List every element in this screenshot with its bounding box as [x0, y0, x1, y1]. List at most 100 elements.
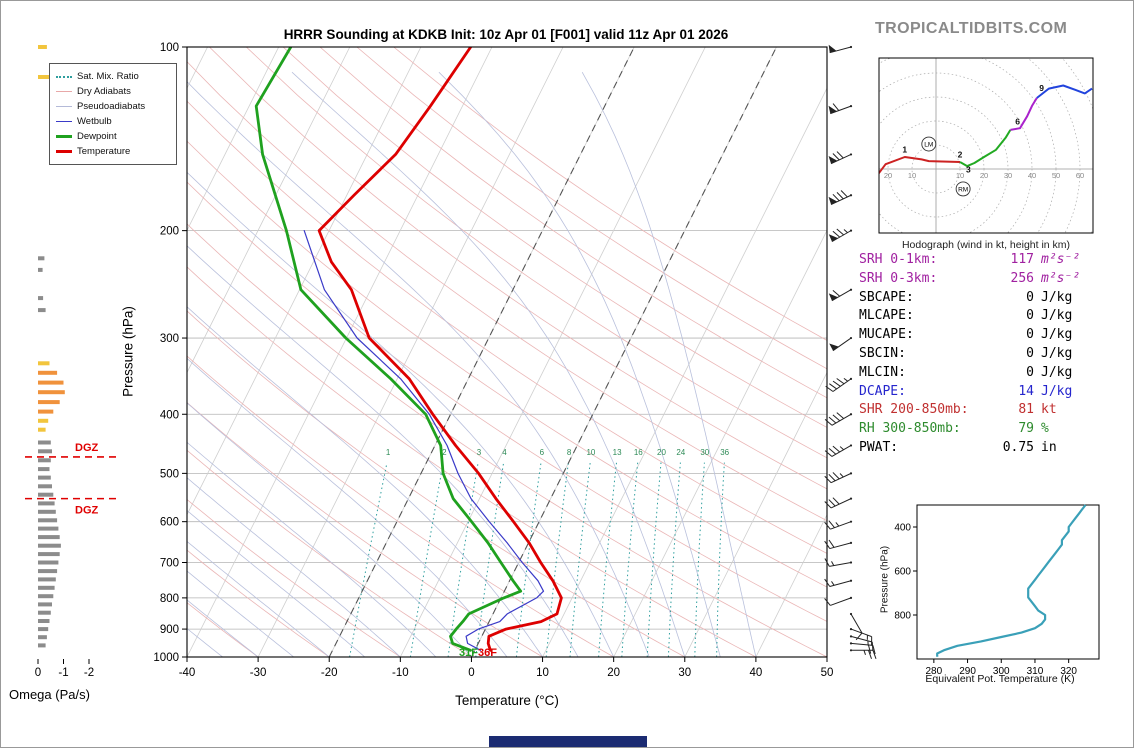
pressure-tick-label: 600: [160, 517, 179, 529]
omega-bar: [38, 361, 50, 366]
omega-bar: [38, 594, 54, 599]
omega-bar: [38, 509, 56, 514]
hodograph-height-label: 6: [1015, 117, 1020, 127]
omega-bar: [38, 484, 52, 489]
omega-bar: [38, 501, 55, 506]
hodograph-height-label: 2: [958, 149, 963, 159]
dgz-markers: DGZ DGZ: [25, 442, 119, 517]
site-logo: TROPICALTIDBITS.COM: [875, 20, 1068, 37]
mixing-ratio-label: 2: [442, 448, 447, 457]
temperature-axis-label: Temperature (°C): [455, 693, 559, 708]
wind-barb: [828, 228, 853, 243]
omega-tick-label: -2: [84, 667, 94, 679]
index-row: MLCIN: 0 J/kg: [859, 366, 1097, 379]
index-label: SRH 0-3km:: [859, 270, 938, 286]
wind-barb: [828, 44, 853, 54]
omega-bar: [38, 458, 51, 463]
temperature-tick-label: -10: [392, 667, 409, 679]
index-unit: J/kg: [1041, 345, 1073, 361]
wind-barb: [829, 336, 853, 352]
dgz-label: DGZ: [75, 442, 99, 454]
skewt-legend: Sat. Mix. Ratio Dry Adiabats Pseudoadiabat…: [49, 63, 177, 165]
temperature-tick-label: 40: [749, 667, 762, 679]
mixing-ratio-label: 13: [613, 448, 622, 457]
legend-line-sample: [56, 91, 72, 92]
temperature-tick-label: -20: [321, 667, 338, 679]
legend-item: Dry Adiabats: [56, 84, 170, 99]
omega-bar: [38, 370, 58, 375]
hodograph-ring-label: 50: [1052, 171, 1060, 180]
wind-barb: [825, 377, 853, 392]
temperature-tick-label: 0: [468, 667, 474, 679]
temperature-tick-label: -40: [179, 667, 196, 679]
omega-bar: [38, 390, 65, 395]
omega-bar: [38, 602, 52, 607]
index-value: 0: [1026, 364, 1034, 380]
pressure-tick-label: 800: [160, 593, 179, 605]
hodograph-height-label: 3: [966, 165, 971, 175]
index-value: 0.75: [1002, 439, 1034, 455]
skewt-profiles: [254, 47, 563, 652]
theta-e-line: [936, 504, 1087, 657]
index-label: SHR 200-850mb:: [859, 402, 969, 418]
hodograph-border: [878, 57, 1094, 234]
surface-temperature-labels: 31F36F: [459, 647, 497, 659]
index-value: 0: [1026, 289, 1034, 305]
temperature-tick-label: 50: [821, 667, 834, 679]
legend-label: Pseudoadiabats: [77, 101, 146, 112]
legend-line-sample: [56, 121, 72, 122]
index-row: DCAPE: 14 J/kg: [859, 385, 1097, 398]
omega-bar: [38, 427, 46, 432]
legend-label: Dewpoint: [77, 131, 117, 142]
page-title: HRRR Sounding at KDKB Init: 10z Apr 01 […: [283, 27, 729, 42]
index-value: 0: [1026, 345, 1034, 361]
omega-bar: [38, 560, 59, 565]
pressure-axis-label: Pressure (hPa): [120, 306, 136, 397]
wind-barb: [828, 151, 853, 165]
omega-bar: [38, 418, 49, 423]
omega-bar: [38, 569, 58, 574]
profile-dewpoint: [254, 47, 523, 652]
theta-e-y-axis-label: Pressure (hPa): [879, 545, 891, 614]
index-row: SHR 200-850mb: 81 kt: [859, 403, 1097, 416]
hodograph-trace-0-3km: [879, 156, 961, 175]
mixing-ratio-label: 6: [540, 448, 545, 457]
index-label: DCAPE:: [859, 383, 906, 399]
legend-label: Wetbulb: [77, 116, 112, 127]
legend-label: Sat. Mix. Ratio: [77, 71, 139, 82]
index-value: 0: [1026, 327, 1034, 343]
pressure-tick-label: 100: [160, 42, 179, 54]
wind-barb: [824, 497, 853, 509]
omega-bar: [38, 75, 51, 79]
wind-barb-column: [824, 44, 877, 659]
legend-label: Temperature: [77, 146, 131, 157]
omega-bar: [38, 643, 46, 648]
omega-bar: [38, 267, 43, 272]
legend-line-sample: [56, 135, 72, 138]
omega-tick-label: -1: [58, 667, 68, 679]
theta-e-plot: 280 290 300 310 320 400 600 800: [894, 504, 1100, 677]
legend-line-sample: [56, 75, 72, 78]
omega-bar: [38, 526, 59, 531]
theta-e-x-tick-label: 300: [993, 666, 1010, 677]
pressure-tick-label: 300: [160, 333, 179, 345]
wind-barb: [849, 649, 877, 659]
hodograph-trace-6-9km: [1010, 97, 1038, 131]
index-row: SBCIN: 0 J/kg: [859, 347, 1097, 360]
storm-motion-label: RM: [958, 186, 968, 193]
temperature-tick-label: -30: [250, 667, 267, 679]
theta-e-x-tick-label: 310: [1027, 666, 1044, 677]
temperature-tick-label: 10: [536, 667, 549, 679]
index-row: RH 300-850mb: 79%: [859, 422, 1097, 435]
legend-line-sample: [56, 150, 72, 153]
legend-line-sample: [56, 106, 72, 107]
pressure-tick-label: 900: [160, 624, 179, 636]
omega-bar: [38, 552, 60, 557]
omega-axis-label: Omega (Pa/s): [9, 687, 90, 702]
omega-bar: [38, 380, 64, 385]
omega-bar: [38, 585, 55, 590]
wind-barb: [824, 596, 853, 606]
omega-bar: [38, 627, 49, 632]
wind-barb: [824, 444, 853, 457]
